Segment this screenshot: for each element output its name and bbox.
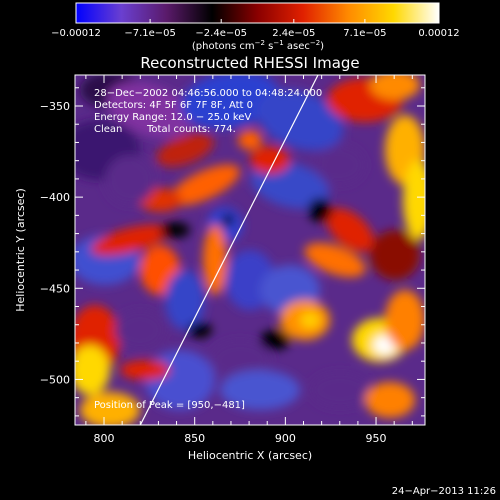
heatmap-blob [370, 230, 420, 280]
heatmap-blob [403, 160, 425, 240]
colorbar: −0.00012 −7.1e−05 −2.4e−05 2.4e−05 7.1e−05 0.… [51, 2, 460, 52]
heatmap-blob [308, 198, 332, 222]
heatmap-blob [80, 392, 140, 425]
annotation-total-counts: Total counts: 774. [146, 124, 236, 135]
annotation-clean: Clean [94, 124, 122, 135]
colorbar-gradient [75, 2, 440, 24]
annotation-detectors: Detectors: 4F 5F 6F 7F 8F, Att 0 [94, 100, 253, 111]
colorbar-tick-label: −0.00012 [51, 28, 101, 39]
heatmap-blob [250, 146, 290, 174]
x-axis-label: Heliocentric X (arcsec) [188, 449, 312, 462]
y-tick-label: −500 [40, 373, 70, 386]
heatmap-blob [120, 360, 170, 380]
y-tick-label: −400 [40, 191, 70, 204]
heatmap-blob [310, 372, 370, 408]
footer-date: 24−Apr−2013 11:26 [392, 486, 496, 497]
heatmap-blob [106, 81, 194, 139]
heatmap-blob [165, 270, 205, 330]
heatmap-blob [238, 130, 262, 150]
heatmap-blob [385, 290, 425, 350]
colorbar-tick-label: 7.1e−05 [343, 28, 386, 39]
x-tick-label: 950 [366, 432, 387, 445]
heatmap-blob [156, 133, 214, 167]
heatmap-blob [370, 75, 420, 100]
heatmap-blob [105, 155, 155, 205]
colorbar-ticks: −0.00012 −7.1e−05 −2.4e−05 2.4e−05 7.1e−05 0.… [51, 19, 460, 39]
x-tick-label: 800 [94, 432, 115, 445]
colorbar-tick-label: −2.4e−05 [195, 28, 247, 39]
heatmap-blob [365, 382, 415, 418]
heatmap-blob [326, 208, 374, 252]
heatmap-image [75, 75, 425, 425]
heatmap-blob [75, 345, 110, 395]
annotation-time-range: 28−Dec−2002 04:46:56.000 to 04:48:24.000 [94, 88, 322, 99]
heatmap-blob [300, 312, 320, 328]
info-annotations: 28−Dec−2002 04:46:56.000 to 04:48:24.000… [94, 88, 322, 411]
plot-frame [74, 74, 426, 426]
annotation-energy: Energy Range: 12.0 − 25.0 keV [94, 112, 251, 123]
x-tick-label: 850 [184, 432, 205, 445]
chart-title: Reconstructed RHESSI Image [140, 54, 359, 72]
x-tick-label: 900 [275, 432, 296, 445]
heatmap-blob [260, 330, 290, 350]
heatmap-blob [115, 310, 165, 350]
y-axis-ticks: −350 −400 −450 −500 [40, 87, 425, 417]
x-axis-ticks: 800 850 900 950 [85, 75, 413, 445]
heatmap-blob [170, 164, 240, 206]
heatmap-blobs [75, 75, 425, 425]
colorbar-tick-label: 0.00012 [418, 28, 459, 39]
colorbar-units-label: (photons cm−2 s−1 asec−2) [192, 39, 324, 52]
annotation-peak-position: Position of Peak = [950,−481] [94, 400, 245, 411]
heatmap-blob [180, 75, 280, 129]
heatmap-blob [304, 242, 366, 278]
heatmap-blob [256, 89, 344, 151]
colorbar-tick-label: −7.1e−05 [124, 28, 176, 39]
heatmap-blob [315, 145, 365, 185]
y-tick-label: −350 [40, 100, 70, 113]
y-tick-label: −450 [40, 282, 70, 295]
heatmap-blob [220, 370, 300, 410]
heatmap-blob [160, 222, 190, 238]
heatmap-blob [188, 322, 212, 338]
colorbar-tick-label: 2.4e−05 [272, 28, 315, 39]
heatmap-blob [222, 214, 234, 226]
heatmap-blob [91, 224, 169, 256]
heatmap-blob [203, 225, 227, 295]
solar-limb-line [139, 75, 319, 425]
heatmap-blob [210, 340, 270, 380]
y-axis-label: Heliocentric Y (arcsec) [14, 188, 27, 312]
